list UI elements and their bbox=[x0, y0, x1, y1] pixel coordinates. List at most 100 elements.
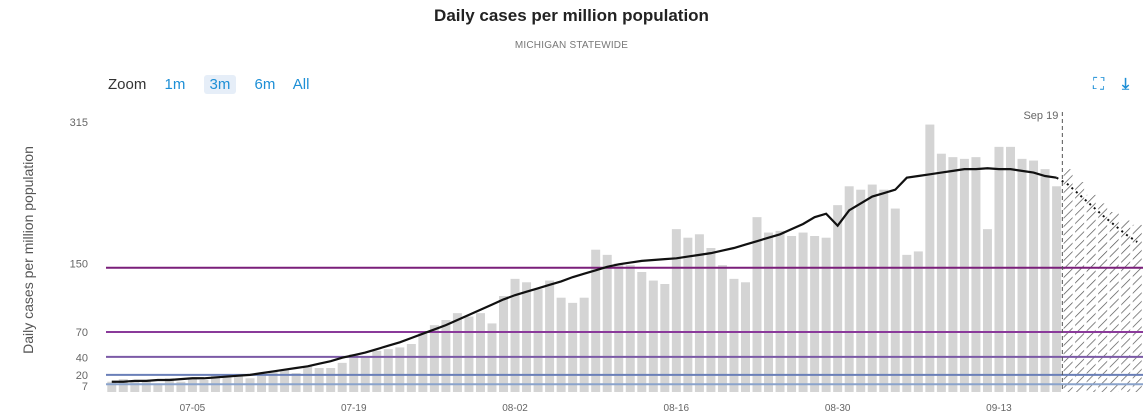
bar bbox=[798, 232, 808, 392]
bar bbox=[1040, 169, 1050, 392]
bar bbox=[971, 157, 981, 392]
bar bbox=[775, 230, 785, 392]
bar bbox=[994, 146, 1004, 392]
bar bbox=[579, 297, 589, 392]
x-tick-label: 07-05 bbox=[180, 403, 206, 414]
zoom-6m-button[interactable]: 6m bbox=[254, 76, 276, 93]
bar bbox=[683, 237, 693, 392]
bar bbox=[844, 186, 854, 392]
projected-bar bbox=[1132, 224, 1142, 392]
bar bbox=[176, 381, 186, 392]
x-tick-label: 07-19 bbox=[341, 403, 367, 414]
bar bbox=[648, 280, 658, 392]
x-tick-label: 08-02 bbox=[502, 403, 528, 414]
bar bbox=[729, 278, 739, 392]
zoom-1m-button[interactable]: 1m bbox=[164, 76, 186, 93]
bar bbox=[982, 229, 992, 392]
bar bbox=[833, 205, 843, 392]
x-tick-label: 08-16 bbox=[664, 403, 690, 414]
bar bbox=[556, 297, 566, 392]
chart-subtitle: MICHIGAN STATEWIDE bbox=[514, 40, 629, 51]
bar bbox=[879, 189, 889, 392]
bar bbox=[533, 289, 543, 392]
zoom-label: Zoom bbox=[108, 76, 147, 93]
bar bbox=[902, 254, 912, 392]
bar bbox=[268, 371, 278, 392]
bar bbox=[130, 381, 140, 392]
chart-title: Daily cases per million population bbox=[434, 6, 709, 25]
bar bbox=[867, 184, 877, 392]
bar bbox=[694, 234, 704, 392]
projected-bar bbox=[1109, 212, 1119, 392]
zoom-3m-button[interactable]: 3m bbox=[203, 75, 237, 94]
bar bbox=[821, 237, 831, 392]
bar bbox=[1017, 158, 1027, 392]
bar bbox=[314, 368, 324, 392]
bar bbox=[429, 325, 439, 392]
bar bbox=[810, 236, 820, 392]
average-line bbox=[111, 167, 1057, 383]
bar bbox=[280, 369, 290, 392]
bar bbox=[303, 366, 313, 392]
bar bbox=[291, 373, 301, 392]
bar bbox=[752, 217, 762, 392]
bar bbox=[372, 350, 382, 392]
bar bbox=[406, 344, 416, 392]
bar bbox=[671, 229, 681, 392]
y-tick-label: 70 bbox=[76, 327, 88, 339]
bar bbox=[764, 232, 774, 392]
y-tick-label: 315 bbox=[70, 117, 88, 129]
y-tick-label: 7 bbox=[82, 381, 88, 393]
bar bbox=[349, 354, 359, 392]
bar bbox=[925, 124, 935, 393]
bar bbox=[118, 379, 128, 392]
download-icon[interactable]: ⤓ bbox=[1122, 76, 1130, 93]
bar bbox=[452, 313, 462, 392]
bar bbox=[913, 251, 923, 392]
bar bbox=[107, 381, 117, 392]
bar bbox=[660, 284, 670, 392]
bar bbox=[959, 158, 969, 392]
bar bbox=[1006, 146, 1015, 392]
projected-bar bbox=[1063, 169, 1073, 392]
bar bbox=[625, 265, 635, 392]
x-tick-label: 08-30 bbox=[825, 403, 851, 414]
bar bbox=[153, 383, 163, 392]
bar bbox=[1052, 186, 1062, 392]
bar bbox=[948, 157, 958, 392]
y-tick-label: 20 bbox=[76, 370, 88, 382]
bar bbox=[740, 282, 750, 392]
bar bbox=[326, 368, 336, 392]
bar bbox=[337, 362, 347, 392]
bar bbox=[475, 313, 485, 392]
bar bbox=[614, 263, 624, 392]
bar bbox=[706, 248, 716, 392]
bar bbox=[890, 208, 900, 392]
bar bbox=[510, 278, 520, 392]
projected-bar bbox=[1098, 203, 1108, 392]
projected-bar bbox=[1075, 182, 1085, 392]
bar bbox=[522, 282, 532, 392]
bar bbox=[418, 332, 428, 392]
x-tick-label: 09-13 bbox=[986, 403, 1012, 414]
bar bbox=[717, 265, 727, 392]
zoom-selector: Zoom 1m 3m 6m All bbox=[108, 75, 323, 94]
bar bbox=[141, 380, 151, 392]
bar bbox=[568, 302, 578, 392]
projected-bar bbox=[1086, 194, 1096, 392]
expand-icon[interactable]: ⛶ bbox=[1093, 76, 1105, 93]
bar bbox=[545, 280, 555, 392]
zoom-all-button[interactable]: All bbox=[292, 76, 310, 93]
bar bbox=[936, 153, 946, 392]
projected-bar bbox=[1121, 220, 1131, 392]
y-tick-label: 150 bbox=[70, 258, 88, 270]
bar bbox=[499, 296, 509, 392]
y-tick-label: 40 bbox=[76, 353, 88, 365]
bar bbox=[383, 349, 393, 392]
bar bbox=[602, 254, 612, 392]
date-marker-label: Sep 19 bbox=[1023, 110, 1058, 122]
bar bbox=[1029, 160, 1039, 392]
bar bbox=[856, 189, 866, 392]
bar bbox=[199, 380, 209, 392]
